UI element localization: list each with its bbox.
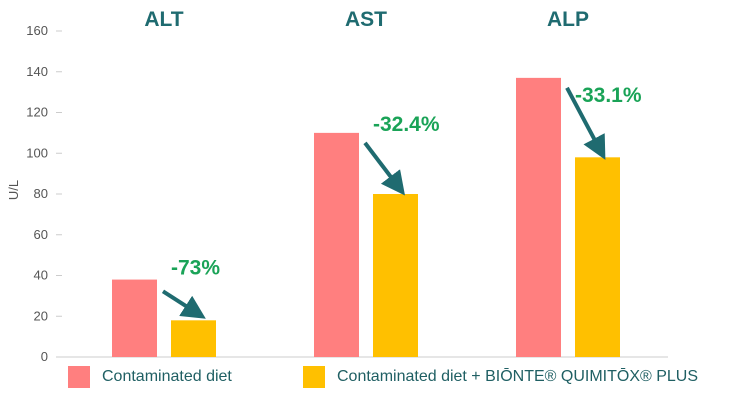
bars — [112, 77, 620, 358]
y-axis: 0 20 40 60 80 100 120 140 160 — [26, 23, 668, 364]
y-tick-label: 100 — [26, 145, 48, 160]
percent-labels: -73% -32.4% -33.1% — [171, 84, 642, 279]
reduction-label-ast: -32.4% — [373, 113, 440, 136]
legend: Contaminated diet Contaminated diet + BI… — [0, 366, 739, 396]
legend-label-treated: Contaminated diet + BIŌNTE® QUIMITŌX® PL… — [337, 368, 699, 385]
y-tick-label: 60 — [34, 227, 48, 242]
y-tick-label: 20 — [34, 308, 48, 323]
bar-alt-series-0 — [112, 279, 157, 357]
y-tick-label: 0 — [41, 349, 48, 364]
y-tick-label: 160 — [26, 23, 48, 38]
category-label-alp: ALP — [547, 8, 589, 31]
arrows — [161, 86, 606, 319]
reduction-arrow-alt — [161, 289, 206, 319]
y-axis-title: U/L — [6, 180, 21, 200]
legend-swatch-contaminated — [68, 366, 90, 388]
reduction-arrow-alp — [565, 86, 606, 160]
legend-label-contaminated: Contaminated diet — [102, 368, 232, 385]
bar-alt-series-1 — [171, 320, 216, 357]
legend-item-treated: Contaminated diet + BIŌNTE® QUIMITŌX® PL… — [303, 366, 698, 388]
y-tick-label: 40 — [34, 268, 48, 283]
category-label-alt: ALT — [144, 8, 183, 31]
bar-ast-series-0 — [314, 132, 359, 357]
bar-alp-series-1 — [575, 157, 620, 357]
bar-alp-series-0 — [516, 77, 561, 358]
category-labels: ALT AST ALP — [144, 8, 589, 31]
y-tick-label: 80 — [34, 186, 48, 201]
reduction-label-alp: -33.1% — [575, 84, 642, 107]
y-tick-label: 120 — [26, 105, 48, 120]
legend-item-contaminated: Contaminated diet — [68, 366, 232, 388]
bar-ast-series-1 — [373, 194, 418, 357]
reduction-arrow-ast — [363, 141, 406, 196]
y-tick-label: 140 — [26, 64, 48, 79]
category-label-ast: AST — [345, 8, 387, 31]
reduction-label-alt: -73% — [171, 256, 220, 279]
legend-swatch-treated — [303, 366, 325, 388]
